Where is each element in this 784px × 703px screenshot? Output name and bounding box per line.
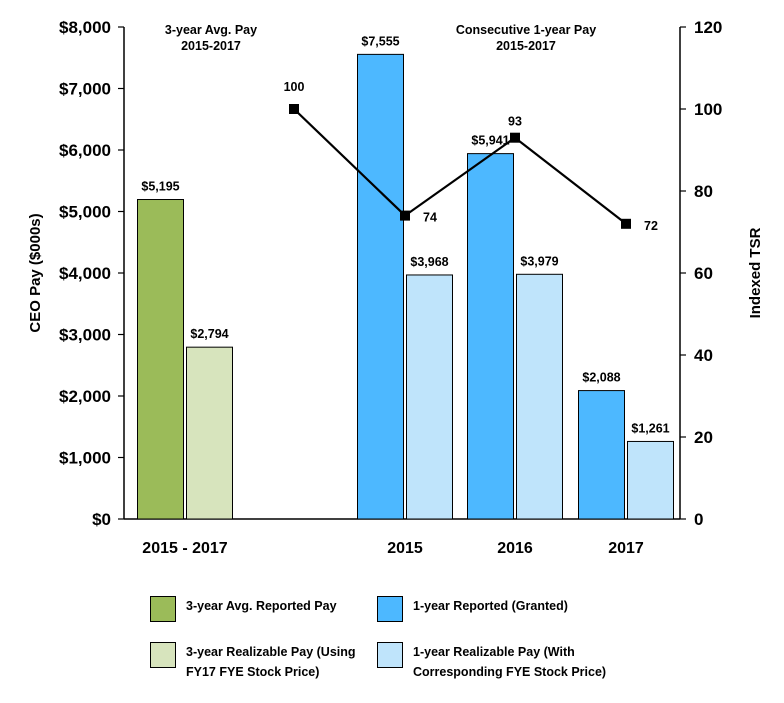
x-tick-label: 2015 - 2017 (142, 540, 228, 557)
bar-data-label: $2,794 (190, 327, 228, 341)
bar-data-label: $5,195 (141, 180, 179, 194)
legend-label-3yr-realizable: 3-year Realizable Pay (Using FY17 FYE St… (186, 645, 356, 679)
x-tick-label: 2016 (497, 540, 533, 557)
legend-item-3yr-reported: 3-year Avg. Reported Pay (150, 596, 386, 622)
legend-label-3yr-reported: 3-year Avg. Reported Pay (186, 599, 337, 613)
bar-2-2015-2017 (186, 346, 233, 520)
bar-3-2016 (467, 153, 514, 520)
x-tick-label: 2015 (387, 540, 423, 557)
left-tick-label: $8,000 (59, 18, 111, 37)
bar-data-label: $1,261 (631, 421, 669, 435)
three-year-header-line: 3-year Avg. Pay (165, 23, 257, 37)
legend-swatch-1yr-realizable (377, 642, 403, 668)
right-tick-label: 120 (694, 18, 722, 37)
left-axis-title: CEO Pay ($000s) (27, 213, 44, 332)
left-tick-label: $2,000 (59, 387, 111, 406)
bar-data-label: $7,555 (361, 34, 399, 48)
bar-4-2017 (627, 440, 674, 520)
tsr-marker (621, 218, 631, 229)
bar-data-label: $3,979 (520, 254, 558, 268)
one-year-header-line: 2015-2017 (496, 39, 556, 53)
right-tick-label: 60 (694, 264, 713, 283)
bar-data-label: $3,968 (410, 255, 448, 269)
three-year-header: 3-year Avg. Pay 2015-2017 (165, 23, 257, 53)
one-year-header: Consecutive 1-year Pay 2015-2017 (456, 23, 596, 53)
tsr-line (293, 108, 627, 225)
bar-3-2015 (357, 53, 404, 520)
tsr-marker (400, 210, 410, 221)
left-tick-label: $1,000 (59, 449, 111, 468)
x-tick-label: 2017 (608, 540, 644, 557)
tsr-marker (289, 104, 299, 114)
bar-1-2015-2017 (137, 199, 184, 520)
pay-vs-tsr-chart: $0 $1,000 $2,000 $3,000 $4,000 $5,000 $6,000 $7… (27, 18, 764, 557)
right-tick-label: 0 (694, 510, 703, 529)
legend-item-1yr-reported: 1-year Reported (Granted) (377, 596, 613, 622)
bar-4-2015 (406, 274, 453, 520)
legend: 3-year Avg. Reported Pay 1-year Reported… (150, 590, 670, 690)
right-tick-label: 40 (694, 346, 713, 365)
right-axis-title: Indexed TSR (747, 227, 764, 318)
left-tick-label: $0 (92, 510, 111, 529)
tsr-data-label: 72 (644, 219, 658, 233)
tsr-data-label: 100 (284, 80, 305, 94)
legend-label-1yr-realizable: 1-year Realizable Pay (With Correspondin… (413, 645, 607, 679)
bar-4-2016 (516, 273, 563, 520)
bar-data-label: $2,088 (582, 371, 620, 385)
left-tick-label: $3,000 (59, 326, 111, 345)
one-year-header-line: Consecutive 1-year Pay (456, 23, 596, 37)
left-tick-label: $7,000 (59, 80, 111, 99)
tsr-data-label: 74 (423, 211, 437, 225)
right-tick-label: 100 (694, 100, 722, 119)
right-tick-label: 80 (694, 182, 713, 201)
legend-item-3yr-realizable: 3-year Realizable Pay (Using FY17 FYE St… (150, 642, 386, 682)
legend-swatch-3yr-realizable (150, 642, 176, 668)
bar-data-label: $5,941 (471, 134, 509, 148)
legend-label-1yr-reported: 1-year Reported (Granted) (413, 599, 568, 613)
left-tick-label: $6,000 (59, 141, 111, 160)
tsr-data-label: 93 (508, 115, 522, 129)
legend-swatch-1yr-reported (377, 596, 403, 622)
left-tick-label: $5,000 (59, 203, 111, 222)
bar-3-2017 (578, 390, 625, 520)
legend-swatch-3yr-reported (150, 596, 176, 622)
left-tick-label: $4,000 (59, 264, 111, 283)
tsr-marker (510, 132, 520, 143)
right-tick-label: 20 (694, 428, 713, 447)
three-year-header-line: 2015-2017 (181, 39, 241, 53)
legend-item-1yr-realizable: 1-year Realizable Pay (With Correspondin… (377, 642, 613, 682)
